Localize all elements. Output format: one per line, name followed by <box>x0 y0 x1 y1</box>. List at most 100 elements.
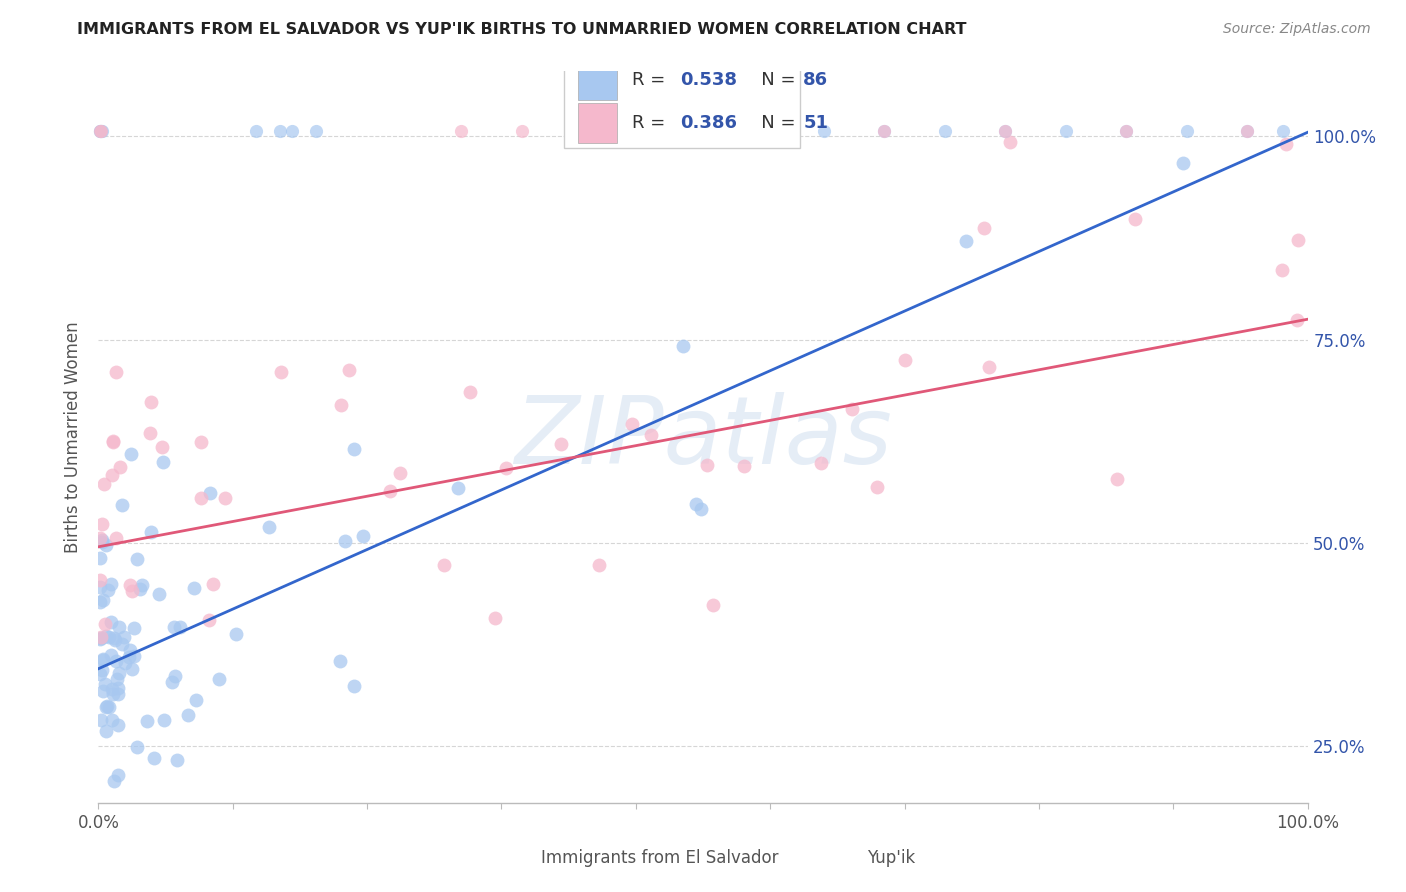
Point <box>142 751 165 765</box>
FancyBboxPatch shape <box>498 847 531 871</box>
Point <box>150 440 173 454</box>
Point <box>89 550 111 565</box>
Point <box>225 627 247 641</box>
Point <box>89 580 111 594</box>
Point <box>281 124 304 138</box>
Point <box>1286 233 1309 247</box>
Point <box>1115 124 1137 138</box>
Point <box>998 135 1021 149</box>
Point <box>977 359 1000 374</box>
Point <box>163 669 186 683</box>
Point <box>91 516 114 531</box>
Point <box>1236 124 1258 138</box>
Point <box>994 124 1017 138</box>
Point <box>122 622 145 636</box>
Point <box>90 631 112 645</box>
Point <box>100 577 122 591</box>
Point <box>96 700 118 714</box>
Point <box>89 632 111 646</box>
Text: 0.538: 0.538 <box>681 70 737 89</box>
Point <box>115 805 138 819</box>
Point <box>495 460 517 475</box>
FancyBboxPatch shape <box>578 103 617 143</box>
Point <box>121 583 143 598</box>
FancyBboxPatch shape <box>824 847 858 871</box>
Point <box>214 491 236 505</box>
Point <box>672 339 695 353</box>
Point <box>90 535 112 549</box>
Point <box>152 455 174 469</box>
Text: Yup'ik: Yup'ik <box>868 849 915 867</box>
Point <box>107 718 129 732</box>
Point <box>1236 124 1258 138</box>
Point <box>752 124 775 138</box>
Point <box>111 637 134 651</box>
Point <box>120 578 142 592</box>
Text: Source: ZipAtlas.com: Source: ZipAtlas.com <box>1223 22 1371 37</box>
Point <box>96 698 118 713</box>
Point <box>352 529 374 543</box>
Point <box>201 577 224 591</box>
Point <box>329 398 352 412</box>
Point <box>91 653 114 667</box>
Point <box>389 466 412 480</box>
Point <box>333 533 356 548</box>
Point <box>329 654 352 668</box>
Point <box>810 456 832 470</box>
Y-axis label: Births to Unmarried Women: Births to Unmarried Women <box>65 321 83 553</box>
Point <box>103 631 125 645</box>
Point <box>1272 124 1295 138</box>
Point <box>689 501 711 516</box>
Point <box>973 221 995 235</box>
Point <box>104 654 127 668</box>
Point <box>458 384 481 399</box>
Point <box>127 551 149 566</box>
Text: Immigrants from El Salvador: Immigrants from El Salvador <box>541 849 779 867</box>
Text: R =: R = <box>631 70 671 89</box>
Point <box>101 682 124 697</box>
Point <box>89 531 111 545</box>
Point <box>571 124 593 138</box>
Point <box>702 599 724 613</box>
Point <box>94 676 117 690</box>
Point <box>91 837 114 851</box>
Point <box>110 459 132 474</box>
Point <box>1175 124 1198 138</box>
Point <box>190 491 212 505</box>
Point <box>183 581 205 595</box>
Point <box>131 578 153 592</box>
Point <box>138 426 160 441</box>
Point <box>1123 211 1146 226</box>
Point <box>100 615 122 629</box>
Point <box>120 447 142 461</box>
Point <box>118 650 141 665</box>
Point <box>128 582 150 597</box>
Point <box>1275 136 1298 151</box>
Point <box>94 538 117 552</box>
Point <box>620 417 643 431</box>
Point <box>1285 313 1308 327</box>
Point <box>343 679 366 693</box>
FancyBboxPatch shape <box>564 54 800 148</box>
Text: N =: N = <box>744 114 801 132</box>
Text: N =: N = <box>744 70 801 89</box>
Point <box>190 435 212 450</box>
Point <box>550 436 572 450</box>
Point <box>257 520 280 534</box>
Point <box>91 652 114 666</box>
Point <box>752 124 775 138</box>
Point <box>685 497 707 511</box>
Point <box>1115 124 1137 138</box>
Point <box>91 593 114 607</box>
Point <box>111 498 134 512</box>
Point <box>934 124 956 138</box>
Point <box>100 713 122 727</box>
Point <box>955 235 977 249</box>
Point <box>101 468 124 483</box>
Point <box>1271 263 1294 277</box>
Point <box>1107 472 1129 486</box>
Text: 86: 86 <box>803 70 828 89</box>
Point <box>994 124 1017 138</box>
Point <box>139 524 162 539</box>
Point <box>484 611 506 625</box>
